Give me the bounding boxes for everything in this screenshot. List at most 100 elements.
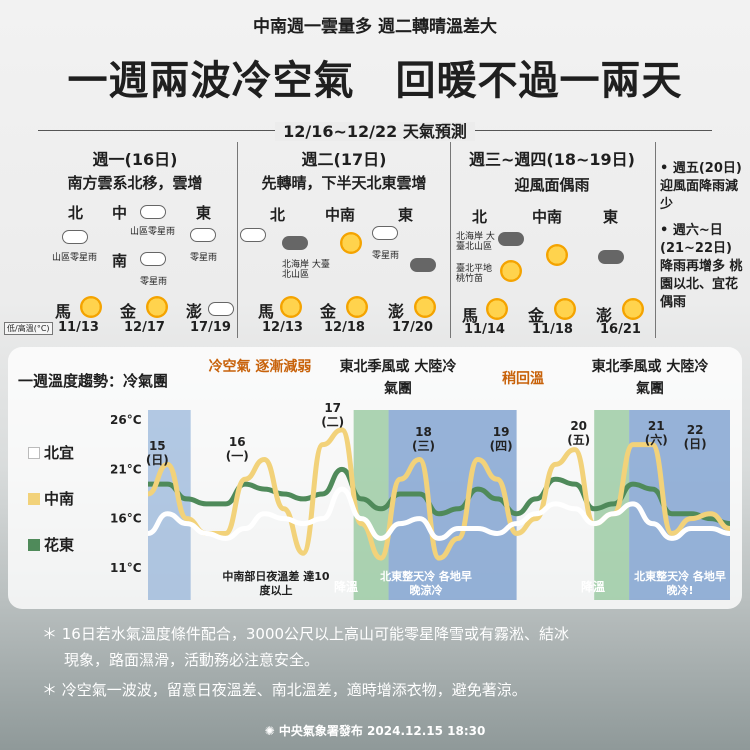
city-temp: 17/19 (190, 320, 231, 335)
note-north-cold: 北東整天冷 各地早晚涼冷 (380, 570, 472, 597)
city-temp: 11/14 (464, 322, 505, 337)
note-south: 零星雨 (140, 277, 168, 287)
band-label-weakening: 冷空氣 逐漸減弱 (208, 359, 312, 375)
city-name: 澎 (388, 302, 405, 321)
day-label: 17 (324, 401, 341, 415)
note-north: 臺北平地 桃竹苗 (456, 264, 493, 284)
y-tick-label: 16°C (110, 512, 142, 526)
note-cooling: 降溫 (580, 580, 605, 594)
city-name: 金 (120, 302, 137, 321)
col3-summary: 迎風面偶雨 (514, 176, 590, 194)
note-central: 山區零星雨 (130, 227, 176, 237)
day-label: 21 (648, 419, 665, 433)
page-title: 一週兩波冷空氣 回暖不過一兩天 (67, 58, 683, 104)
column-divider (655, 142, 656, 338)
city-temp: 12/13 (262, 320, 303, 335)
region-north: 北 (68, 204, 84, 222)
chart-title: 一週溫度趨勢：冷氣團 (18, 372, 169, 390)
city-name: 馬 (258, 302, 275, 321)
legend-item: 中南 (28, 488, 74, 509)
col3-day: 週三~週四(18~19日) (469, 150, 635, 169)
city-name: 澎 (596, 306, 613, 325)
region-east: 東 (603, 208, 619, 226)
sun-icon (500, 260, 522, 282)
side-note-2: • 週六~日 (21~22日) 降雨再增多 桃園以北、宜花偶雨 (660, 223, 743, 310)
sun-icon (554, 298, 576, 320)
day-label: (六) (645, 432, 668, 447)
side-note-1: • 週五(20日) 迎風面降雨減少 (660, 161, 742, 212)
footer: ✺ 中央氣象署發布 2024.12.15 18:30 (264, 724, 486, 738)
region-east: 東 (398, 206, 414, 224)
rain-cloud-icon (498, 232, 524, 246)
rain-cloud-icon (598, 250, 624, 264)
day-label: 16 (229, 435, 246, 449)
sun-icon (146, 296, 168, 318)
city-name: 金 (320, 302, 337, 321)
col1-day: 週一(16日) (92, 150, 178, 169)
legend-swatch (28, 493, 40, 505)
note-1-cont: 現象，路面濕滑，活動務必注意安全。 (64, 651, 320, 669)
city-temp: 11/18 (532, 322, 573, 337)
band-label-ne-monsoon-2: 東北季風或 大陸冷氣團 (591, 359, 709, 397)
city-temp: 11/13 (58, 320, 99, 335)
weather-band (388, 410, 517, 600)
day-label: (五) (567, 433, 590, 447)
cloud-icon (62, 230, 88, 244)
column-divider (450, 142, 451, 338)
sun-icon (622, 298, 644, 320)
rain-cloud-icon (140, 252, 166, 266)
rain-cloud-icon (282, 236, 308, 250)
note-2: ＊ 冷空氣一波波，留意日夜溫差、南北溫差，適時增添衣物，避免著涼。 (42, 681, 527, 699)
legend-swatch (28, 447, 40, 459)
city-temp: 12/17 (124, 320, 165, 335)
sun-icon (414, 296, 436, 318)
day-label: (三) (412, 439, 435, 453)
day-label: (一) (226, 449, 249, 463)
day-label: 22 (687, 423, 704, 437)
city-temp: 16/21 (600, 322, 641, 337)
rain-cloud-icon (410, 258, 436, 272)
city-name: 馬 (55, 302, 72, 321)
y-tick-label: 11°C (110, 561, 142, 575)
region-north: 北 (472, 208, 488, 226)
band-label-warming: 稍回溫 (502, 371, 544, 387)
city-temp: 12/18 (324, 320, 365, 335)
legend-swatch (28, 539, 40, 551)
sun-icon (346, 296, 368, 318)
day-label: (日) (684, 437, 707, 451)
city-temp: 17/20 (392, 320, 433, 335)
note-east: 零星雨 (372, 251, 400, 261)
rain-cloud-icon (372, 226, 398, 240)
sun-icon (80, 296, 102, 318)
note-north: 北海岸 大臺北山區 (456, 232, 495, 252)
weather-band (148, 410, 191, 600)
day-label: 18 (415, 425, 432, 439)
subtitle: 中南週一雲量多 週二轉晴溫差大 (253, 17, 497, 37)
note-north: 山區零星雨 (52, 253, 98, 263)
region-central-south: 中南 (325, 206, 356, 224)
legend-item: 北宜 (28, 442, 74, 463)
note-1: ＊ 16日若水氣溫度條件配合，3000公尺以上高山可能零星降雪或有霧淞、結冰 (42, 625, 570, 643)
cloud-icon (140, 205, 166, 219)
region-central-south: 中南 (532, 208, 563, 226)
cloud-icon (208, 302, 234, 316)
note-cooling: 降溫 (333, 580, 358, 594)
band-label-ne-monsoon-1: 東北季風或 大陸冷氣團 (339, 359, 457, 397)
col2-summary: 先轉晴，下半天北東雲增 (261, 174, 427, 192)
y-tick-label: 26°C (110, 413, 142, 427)
region-east: 東 (196, 204, 212, 222)
city-name: 澎 (186, 302, 203, 321)
sun-icon (280, 296, 302, 318)
sun-icon (340, 232, 362, 254)
sun-icon (546, 244, 568, 266)
day-label: (二) (321, 415, 344, 429)
agency-logo-icon: ✺ (264, 724, 279, 738)
y-tick-label: 21°C (110, 462, 142, 476)
note-north-cold: 北東整天冷 各地早晚冷! (634, 570, 726, 597)
unit-note: 低/高溫(°C) (4, 322, 53, 335)
column-divider (237, 142, 238, 338)
region-central: 中 (112, 204, 128, 222)
day-label: 20 (570, 419, 587, 433)
series-line (148, 466, 731, 527)
